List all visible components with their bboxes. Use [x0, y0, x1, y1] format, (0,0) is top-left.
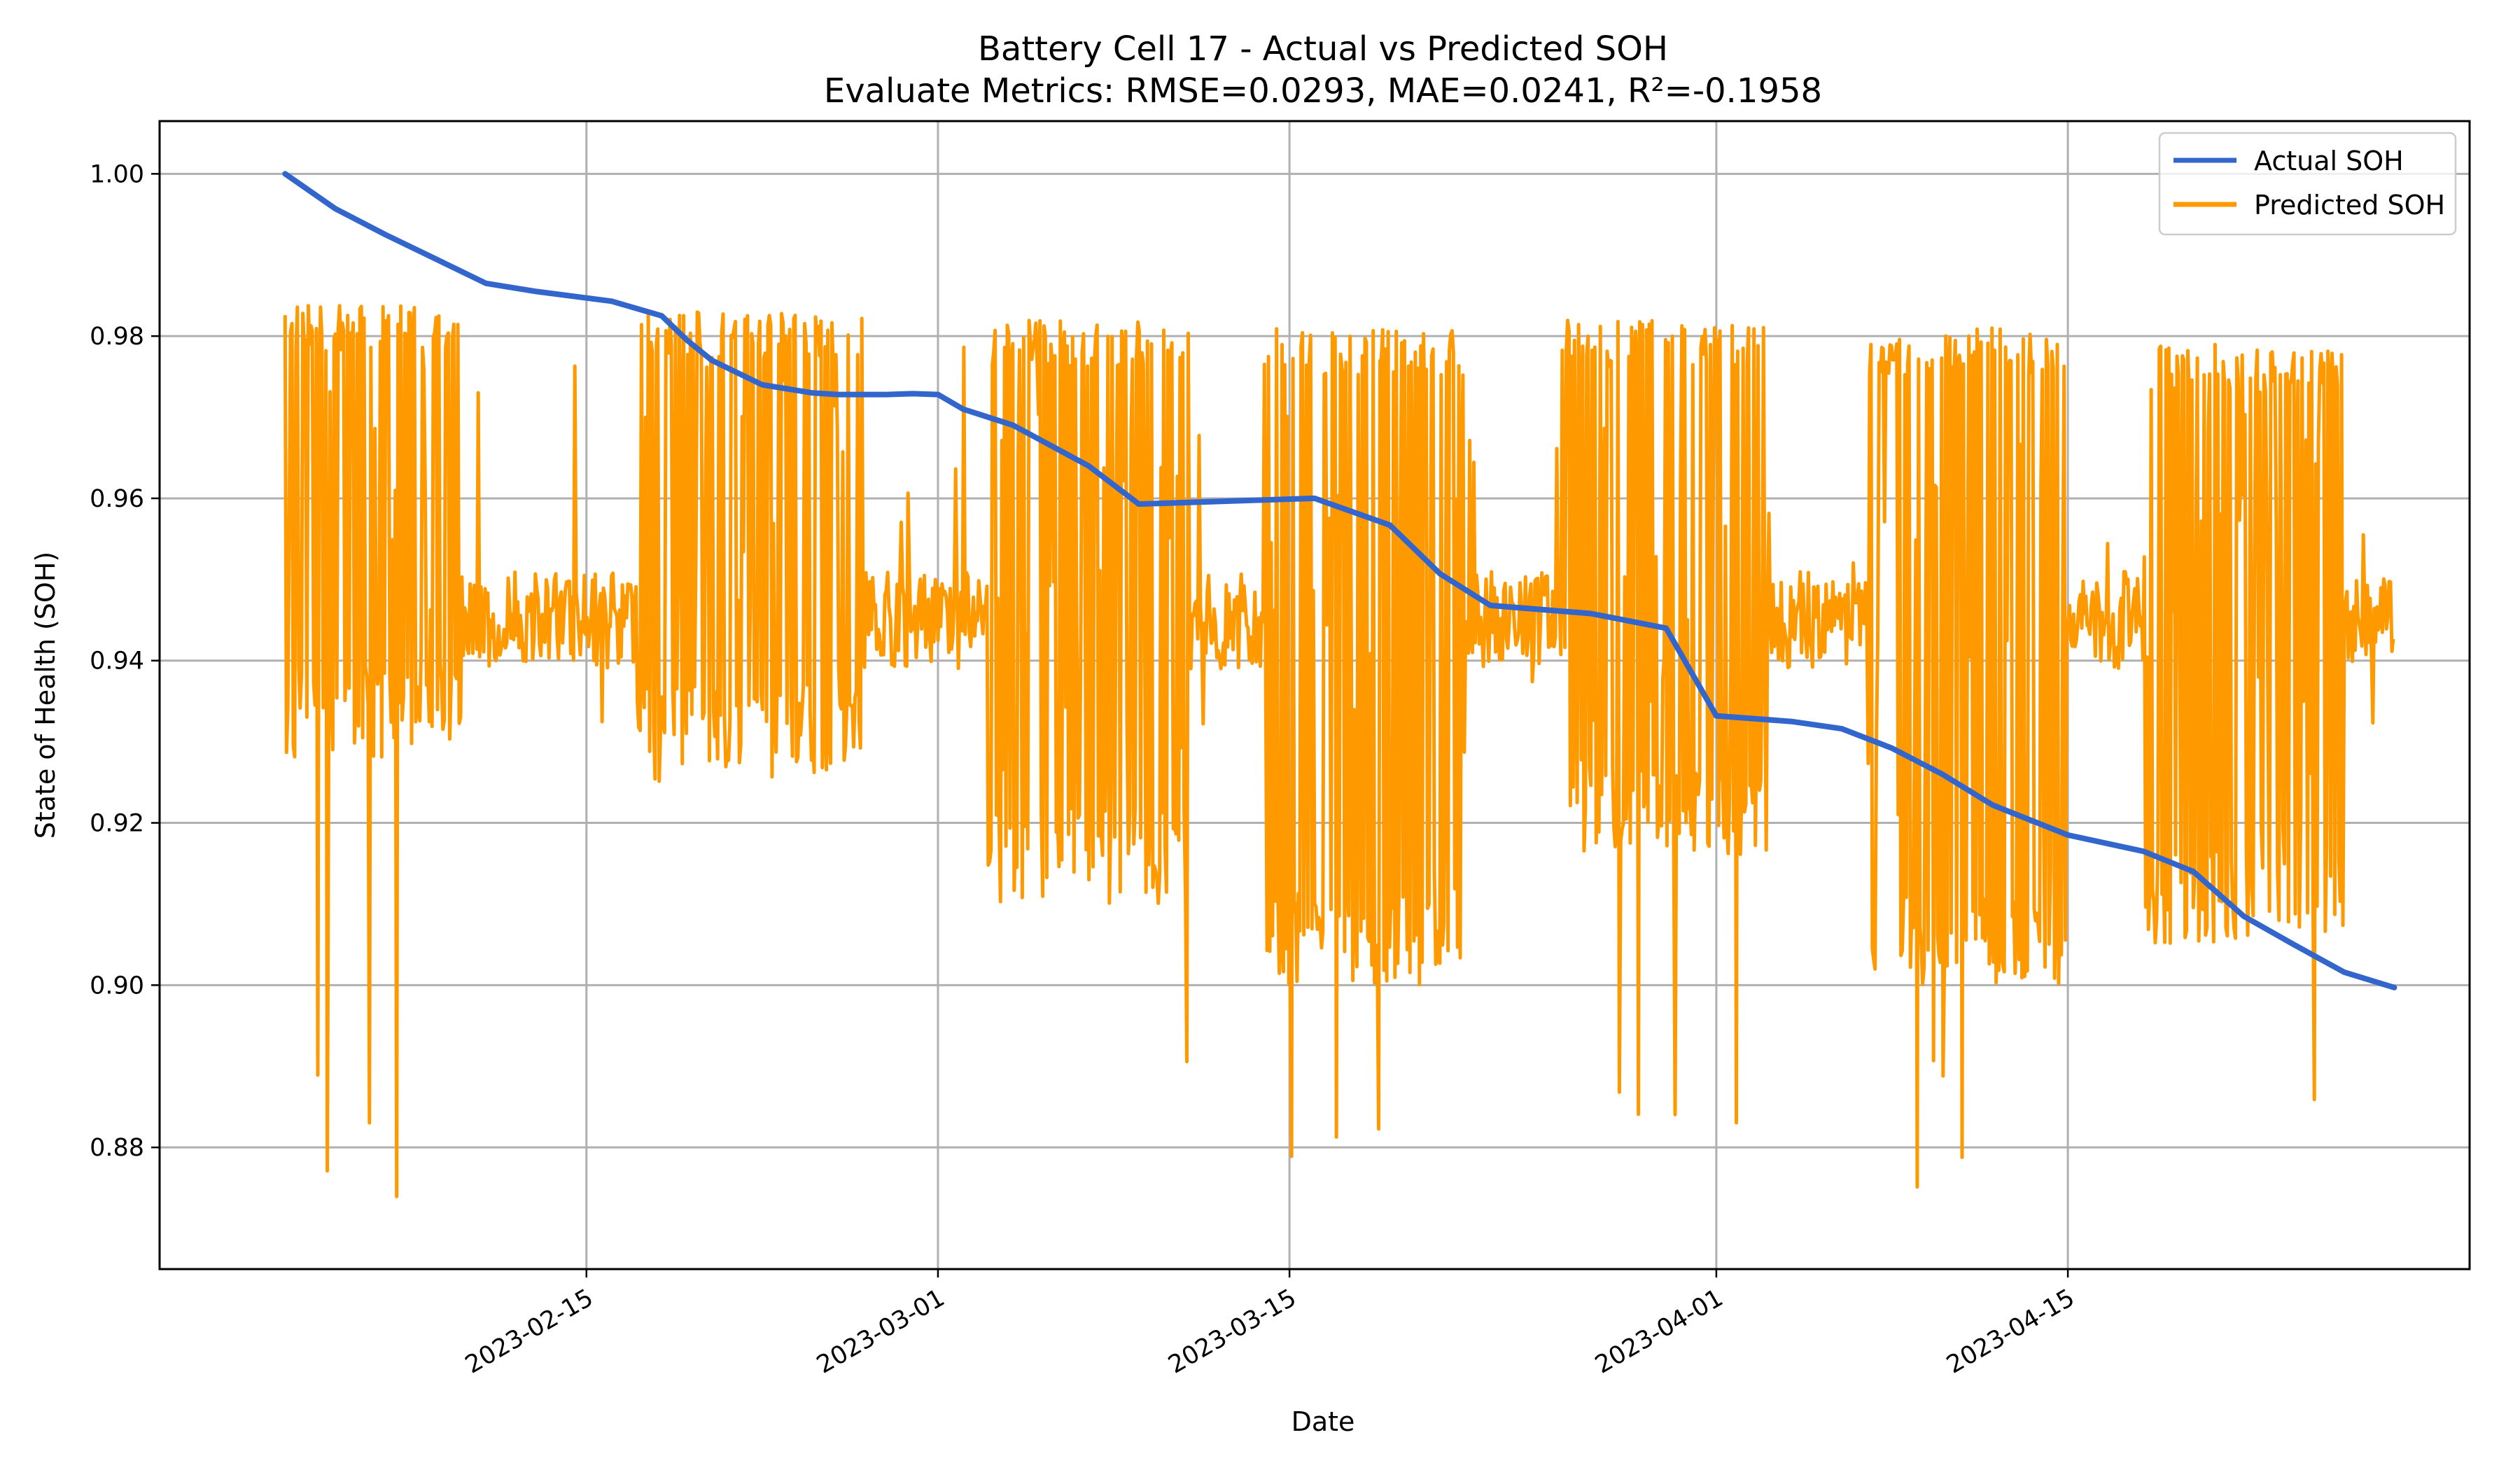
y-axis-label: State of Health (SOH)	[30, 552, 61, 839]
y-tick-label: 0.98	[90, 323, 144, 351]
y-tick-label: 0.92	[90, 810, 144, 838]
chart-title: Battery Cell 17 - Actual vs Predicted SO…	[978, 29, 1668, 69]
series-line-actual	[282, 171, 2398, 990]
series-line-predicted	[283, 304, 2395, 1198]
y-tick-label: 0.90	[90, 972, 144, 1000]
y-tick-label: 1.00	[90, 160, 144, 188]
plot-area	[282, 171, 2398, 1198]
chart-subtitle: Evaluate Metrics: RMSE=0.0293, MAE=0.024…	[824, 71, 1822, 111]
y-tick-label: 0.96	[90, 485, 144, 513]
plot-frame	[158, 120, 2471, 1270]
legend: Actual SOH Predicted SOH	[2158, 132, 2457, 236]
x-axis-label: Date	[1292, 1406, 1355, 1437]
y-tick-label: 0.88	[90, 1134, 144, 1162]
legend-label-actual: Actual SOH	[2254, 146, 2404, 176]
legend-label-predicted: Predicted SOH	[2254, 190, 2445, 220]
y-tick-label: 0.94	[90, 648, 144, 676]
